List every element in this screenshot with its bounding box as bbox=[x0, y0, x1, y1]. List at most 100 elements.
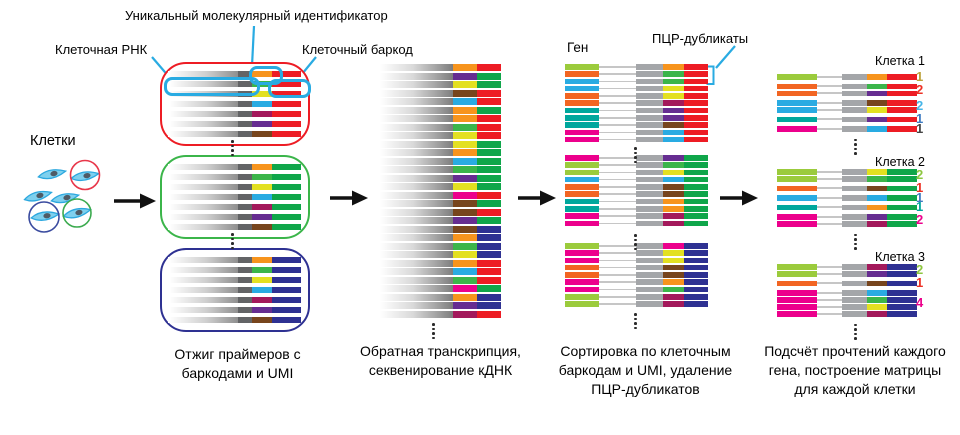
read-strand bbox=[565, 243, 708, 249]
read-strand bbox=[565, 122, 708, 128]
read-strand bbox=[168, 317, 302, 323]
cell-shape bbox=[70, 171, 101, 182]
read-strand bbox=[380, 242, 501, 250]
read-strand bbox=[565, 205, 708, 212]
read-strand bbox=[380, 191, 501, 199]
cell-shape bbox=[23, 190, 53, 202]
arrow-icon bbox=[720, 190, 758, 206]
read-strand bbox=[380, 217, 501, 224]
read-strand bbox=[565, 129, 708, 136]
gene-count-group bbox=[777, 126, 917, 132]
ellipsis-dots bbox=[854, 323, 857, 340]
read-strand bbox=[565, 257, 708, 264]
green-cell-circle bbox=[62, 198, 92, 228]
label-pcr-duplicates: ПЦР-дубликаты bbox=[652, 31, 749, 46]
read-strand bbox=[380, 123, 501, 131]
cells-illustration bbox=[23, 159, 101, 233]
cell-shape bbox=[62, 207, 92, 219]
ellipsis-dots bbox=[634, 147, 637, 164]
read-strand bbox=[168, 111, 302, 117]
ellipsis-dots bbox=[231, 140, 234, 157]
read-strand bbox=[565, 293, 708, 300]
read-strand bbox=[380, 200, 501, 207]
ellipsis-dots bbox=[231, 233, 234, 250]
read-strand bbox=[380, 72, 501, 80]
read-strand bbox=[565, 169, 708, 176]
read-strand bbox=[777, 185, 917, 191]
pointer-line-pcr-duplicates bbox=[715, 45, 736, 69]
sorted-group-kelly bbox=[565, 155, 708, 227]
cell-rna-highlight bbox=[164, 77, 260, 96]
cell-label: Клетка 3 bbox=[875, 250, 925, 264]
read-strand bbox=[565, 250, 708, 256]
read-strand bbox=[565, 64, 708, 70]
read-strand bbox=[777, 290, 917, 296]
ellipsis-dots bbox=[634, 234, 637, 251]
read-count: 1 bbox=[916, 180, 924, 196]
read-strand bbox=[380, 132, 501, 139]
read-strand bbox=[168, 174, 302, 180]
read-strand bbox=[565, 71, 708, 77]
gene-count-group bbox=[777, 185, 917, 191]
label-cells: Клетки bbox=[30, 133, 76, 149]
read-strand bbox=[168, 267, 302, 273]
umi-highlight bbox=[249, 66, 283, 85]
cell-label: Клетка 1 bbox=[875, 54, 925, 68]
ellipsis-dots bbox=[854, 138, 857, 155]
caption-step2: Обратная транскрипция, секвенирование кД… bbox=[360, 343, 521, 378]
read-strand bbox=[380, 81, 501, 88]
read-strand bbox=[565, 93, 708, 99]
cell-label: Клетка 2 bbox=[875, 155, 925, 169]
read-strand bbox=[777, 280, 917, 286]
read-count: 4 bbox=[916, 295, 924, 311]
read-strand bbox=[777, 264, 917, 270]
read-strand bbox=[168, 307, 302, 313]
label-cell-rna: Клеточная РНК bbox=[55, 42, 148, 57]
read-count: 2 bbox=[916, 167, 924, 183]
read-strand bbox=[380, 234, 501, 241]
gene-count-group bbox=[777, 116, 917, 122]
read-strand bbox=[380, 174, 501, 182]
read-strand bbox=[380, 293, 501, 301]
label-umi: Уникальный молекулярный идентификатор bbox=[125, 8, 388, 23]
read-strand bbox=[380, 140, 501, 148]
read-strand bbox=[777, 221, 917, 227]
read-strand bbox=[380, 276, 501, 284]
read-strand bbox=[168, 287, 302, 293]
read-strand bbox=[380, 259, 501, 267]
gene-count-group bbox=[777, 83, 917, 96]
read-count: 2 bbox=[916, 81, 924, 97]
strand-group-blue-cell bbox=[160, 248, 310, 332]
arrow-icon bbox=[330, 190, 368, 206]
read-strand bbox=[777, 126, 917, 132]
read-strand bbox=[168, 194, 302, 200]
label-gene: Ген bbox=[567, 40, 589, 55]
read-strand bbox=[565, 176, 708, 183]
ellipsis-dots bbox=[432, 323, 435, 340]
gene-count-group bbox=[777, 280, 917, 286]
read-strand bbox=[565, 136, 708, 143]
read-strand bbox=[777, 195, 917, 201]
read-count: 1 bbox=[916, 120, 924, 136]
blue-cell-circle bbox=[28, 201, 60, 233]
read-strand bbox=[380, 64, 501, 71]
read-strand bbox=[168, 214, 302, 220]
gene-count-group bbox=[777, 204, 917, 210]
read-strand bbox=[168, 297, 302, 303]
read-strand bbox=[168, 224, 302, 230]
read-strand bbox=[380, 285, 501, 292]
read-strand bbox=[380, 208, 501, 216]
read-strand bbox=[777, 204, 917, 210]
read-strand bbox=[777, 297, 917, 303]
read-count: 1 bbox=[916, 111, 924, 127]
ellipsis-dots bbox=[634, 313, 637, 330]
arrow-icon bbox=[518, 190, 556, 206]
gene-count-group bbox=[777, 74, 917, 80]
read-count: 2 bbox=[916, 98, 924, 114]
read-strand bbox=[168, 257, 302, 263]
read-strand bbox=[168, 71, 302, 77]
read-count: 1 bbox=[916, 68, 924, 84]
read-strand bbox=[565, 107, 708, 114]
read-strand bbox=[777, 311, 917, 317]
strand-group-red-cell bbox=[160, 62, 310, 146]
